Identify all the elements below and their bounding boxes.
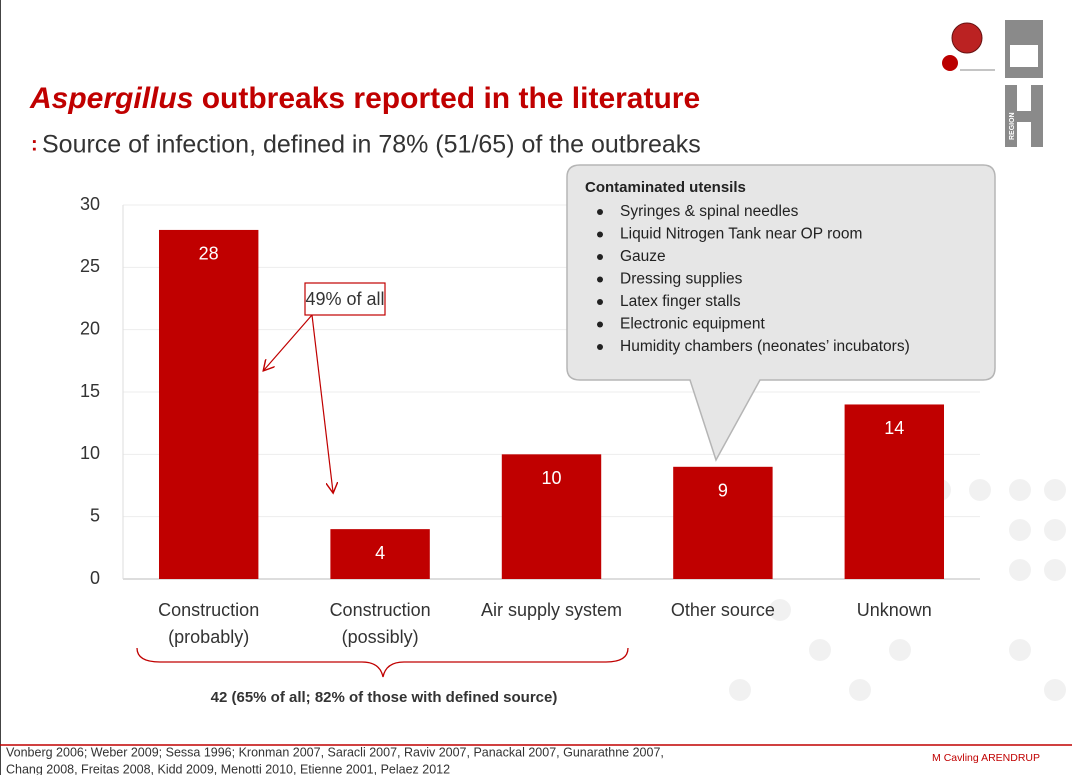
title: Aspergillus outbreaks reported in the li… <box>29 82 700 115</box>
callout-item: Humidity chambers (neonates’ incubators) <box>620 338 910 355</box>
footer-reference: Vonberg 2006; Weber 2009; Sessa 1996; Kr… <box>6 745 664 759</box>
bar <box>330 529 430 579</box>
annotation: 49% of all <box>305 289 384 309</box>
list-bullet <box>597 231 603 238</box>
data-label: 28 <box>199 244 219 264</box>
title-rest: outbreaks reported in the literature <box>202 82 700 115</box>
y-tick-label: 20 <box>80 318 100 338</box>
x-tick-label: (possibly) <box>342 627 419 647</box>
chart: 0 5 10 15 20 25 30 Construction (probably) 28 Cons… <box>80 194 980 706</box>
callout: Contaminated utensils Syringes & spinal … <box>566 164 996 462</box>
list-bullet <box>597 299 603 305</box>
list-bullet <box>597 209 603 215</box>
list-bullet <box>597 254 603 260</box>
data-label: 4 <box>375 543 385 563</box>
bar <box>844 404 945 579</box>
x-tick-label: Unknown <box>857 600 932 620</box>
callout-item: Dressing supplies <box>620 271 743 288</box>
logo-building <box>1010 45 1038 67</box>
x-tick-label: Other source <box>671 600 775 620</box>
logo-h <box>1017 85 1031 111</box>
logos: REGION <box>942 20 1043 147</box>
callout-bubble <box>566 164 996 462</box>
logo-text: REGION <box>1009 112 1016 140</box>
logo-seal <box>951 22 983 54</box>
y-tick-label: 15 <box>80 381 100 401</box>
data-label: 14 <box>884 418 904 438</box>
callout-item: Syringes & spinal needles <box>620 203 799 220</box>
bullet: : <box>31 133 38 155</box>
y-tick-label: 30 <box>80 194 100 214</box>
logo-dot <box>942 55 958 71</box>
callout-item: Electronic equipment <box>620 316 765 333</box>
x-tick-label: Air supply system <box>481 600 622 620</box>
list-bullet <box>597 276 603 283</box>
x-tick-label: Construction <box>158 600 259 620</box>
bar <box>673 466 773 579</box>
callout-item: Gauze <box>620 248 666 265</box>
brace-label: 42 (65% of all; 82% of those with define… <box>211 689 558 706</box>
list-bullet <box>597 321 603 328</box>
annotation-arrow <box>311 314 333 492</box>
y-tick-label: 5 <box>90 505 100 525</box>
title-italic: Aspergillus <box>29 82 193 115</box>
brace <box>136 647 629 678</box>
y-tick-label: 10 <box>80 443 100 463</box>
x-tick-label: (probably) <box>168 627 249 647</box>
bar <box>158 229 259 579</box>
annotation-box <box>304 282 386 316</box>
logo-h <box>1017 122 1031 147</box>
callout-item: Liquid Nitrogen Tank near OP room <box>620 226 862 243</box>
annotation-arrow <box>264 314 313 370</box>
data-label: 10 <box>541 468 561 488</box>
subtitle: Source of infection, defined in 78% (51/… <box>42 131 701 159</box>
y-tick-label: 25 <box>80 256 100 276</box>
y-tick-label: 0 <box>90 568 100 588</box>
callout-heading: Contaminated utensils <box>585 179 746 196</box>
data-label: 9 <box>718 481 728 501</box>
x-tick-label: Construction <box>330 600 431 620</box>
list-bullet <box>597 344 603 350</box>
bar <box>501 454 602 579</box>
footer-author: M Cavling ARENDRUP <box>932 752 1040 764</box>
callout-item: Latex finger stalls <box>620 293 741 310</box>
footer-reference: Chang 2008, Freitas 2008, Kidd 2009, Men… <box>6 762 450 775</box>
